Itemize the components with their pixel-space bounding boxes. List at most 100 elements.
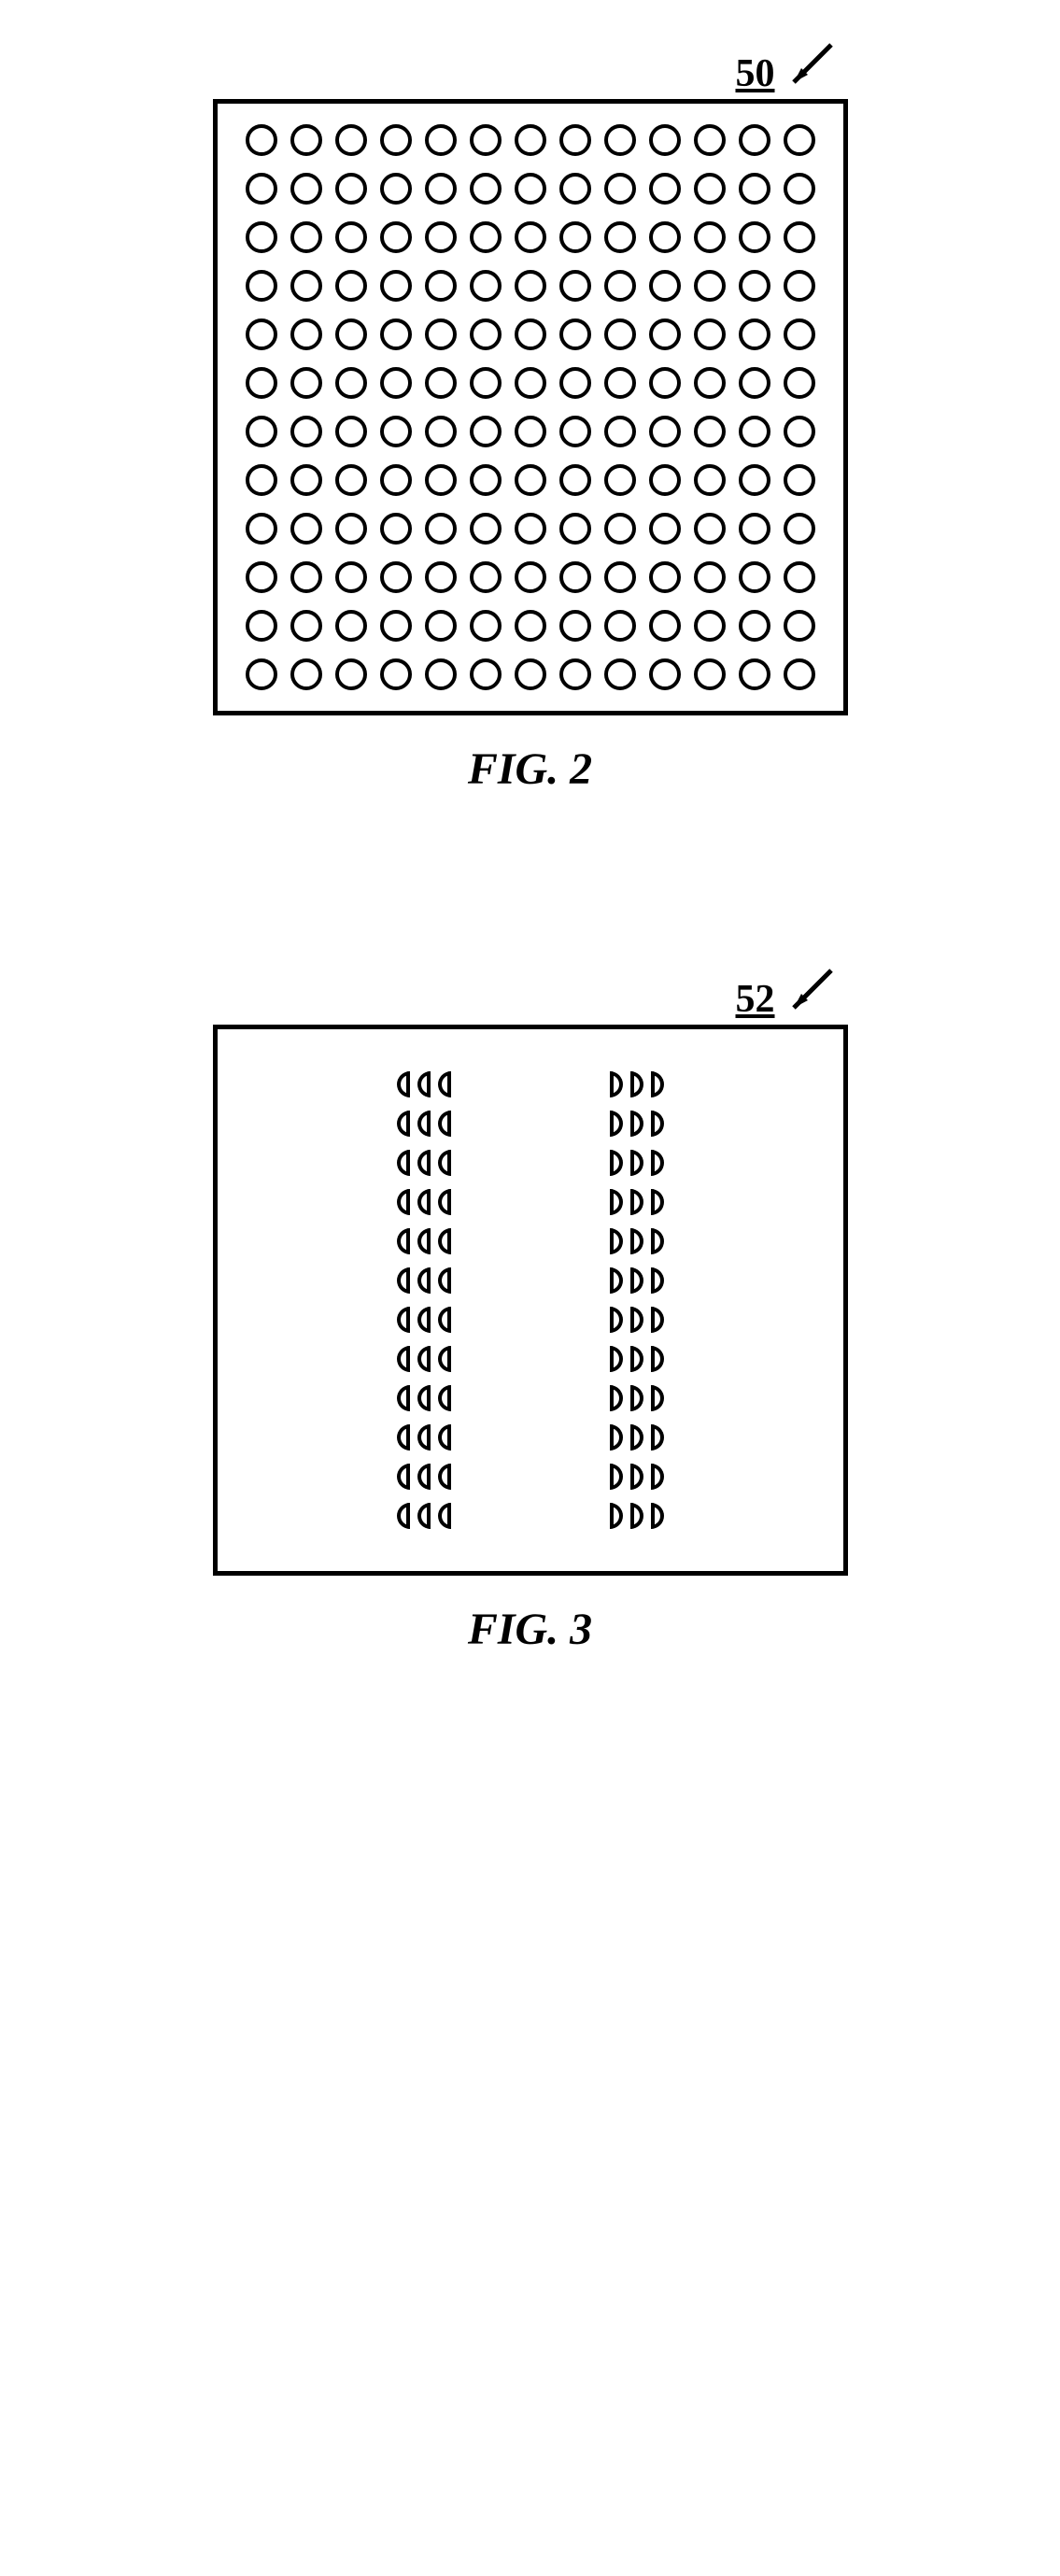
half-circle-marker <box>651 1307 664 1333</box>
figure-2-label-row: 50 <box>213 37 848 93</box>
circle-marker <box>604 367 636 399</box>
circle-marker <box>694 221 726 253</box>
half-circle-marker <box>417 1464 431 1490</box>
half-circle-marker <box>438 1503 451 1529</box>
figure-2-panel <box>213 99 848 715</box>
circle-marker <box>380 416 412 447</box>
circle-marker <box>649 561 681 593</box>
circle-marker <box>335 561 367 593</box>
circle-marker <box>649 367 681 399</box>
half-circle-marker <box>630 1307 643 1333</box>
circle-marker <box>649 124 681 156</box>
circle-marker <box>649 610 681 642</box>
circle-marker <box>784 464 815 496</box>
half-circle-marker <box>397 1267 410 1294</box>
circle-marker <box>246 221 277 253</box>
circle-marker <box>380 367 412 399</box>
circle-marker <box>694 658 726 690</box>
circle-marker <box>470 173 502 205</box>
circle-marker <box>784 124 815 156</box>
half-circle-marker <box>397 1150 410 1176</box>
circle-marker <box>649 318 681 350</box>
figure-3: 52 FIG. 3 <box>213 963 848 1655</box>
circle-marker <box>246 270 277 302</box>
circle-marker <box>246 610 277 642</box>
circle-marker <box>380 513 412 545</box>
circle-marker <box>604 124 636 156</box>
circle-marker <box>694 513 726 545</box>
circle-marker <box>290 318 322 350</box>
circle-marker <box>515 464 546 496</box>
circle-marker <box>559 367 591 399</box>
circle-marker <box>784 221 815 253</box>
half-circle-marker <box>417 1071 431 1097</box>
figure-3-panel <box>213 1025 848 1576</box>
half-circle-marker <box>630 1111 643 1137</box>
circle-marker <box>246 367 277 399</box>
half-circle-marker <box>610 1503 623 1529</box>
circle-marker <box>559 221 591 253</box>
figure-2-ref-number: 50 <box>736 54 775 93</box>
circle-marker <box>694 416 726 447</box>
circle-marker <box>470 124 502 156</box>
half-circle-marker <box>651 1150 664 1176</box>
circle-marker <box>694 464 726 496</box>
circle-marker <box>604 416 636 447</box>
circle-marker <box>649 270 681 302</box>
half-circle-marker <box>651 1346 664 1372</box>
circle-marker <box>246 561 277 593</box>
circle-marker <box>470 561 502 593</box>
circle-marker <box>290 464 322 496</box>
circle-marker <box>425 416 457 447</box>
circle-marker <box>649 513 681 545</box>
half-circle-marker <box>651 1385 664 1411</box>
circle-marker <box>739 658 770 690</box>
half-circle-marker <box>651 1464 664 1490</box>
circle-marker <box>380 270 412 302</box>
circle-marker <box>784 318 815 350</box>
half-circle-marker <box>610 1111 623 1137</box>
half-circle-marker <box>610 1071 623 1097</box>
arrow-icon <box>783 963 839 1019</box>
figure-3-label-row: 52 <box>213 963 848 1019</box>
circle-marker <box>290 416 322 447</box>
half-circle-marker <box>438 1424 451 1451</box>
circle-marker <box>515 658 546 690</box>
half-circle-marker <box>397 1189 410 1215</box>
half-circle-marker <box>438 1189 451 1215</box>
half-circle-marker <box>397 1385 410 1411</box>
half-circle-marker <box>610 1150 623 1176</box>
half-circle-marker <box>417 1267 431 1294</box>
circle-marker <box>335 318 367 350</box>
half-circle-marker <box>630 1150 643 1176</box>
figure-2-grid <box>246 124 815 690</box>
circle-marker <box>470 464 502 496</box>
circle-marker <box>784 416 815 447</box>
half-circle-marker <box>610 1346 623 1372</box>
circle-marker <box>649 464 681 496</box>
circle-marker <box>559 464 591 496</box>
circle-marker <box>425 561 457 593</box>
circle-marker <box>335 124 367 156</box>
half-circle-marker <box>610 1228 623 1254</box>
circle-marker <box>694 173 726 205</box>
circle-marker <box>335 513 367 545</box>
circle-marker <box>470 221 502 253</box>
half-circle-marker <box>438 1150 451 1176</box>
half-circle-marker <box>438 1228 451 1254</box>
half-circle-marker <box>438 1346 451 1372</box>
half-circle-marker <box>417 1346 431 1372</box>
circle-marker <box>380 658 412 690</box>
circle-marker <box>515 610 546 642</box>
circle-marker <box>739 318 770 350</box>
half-circle-marker <box>630 1424 643 1451</box>
circle-marker <box>604 658 636 690</box>
circle-marker <box>604 464 636 496</box>
half-circle-marker <box>417 1189 431 1215</box>
half-circle-marker <box>417 1385 431 1411</box>
half-circle-marker <box>397 1464 410 1490</box>
circle-marker <box>380 610 412 642</box>
circle-marker <box>425 270 457 302</box>
half-circle-marker <box>630 1228 643 1254</box>
circle-marker <box>739 270 770 302</box>
